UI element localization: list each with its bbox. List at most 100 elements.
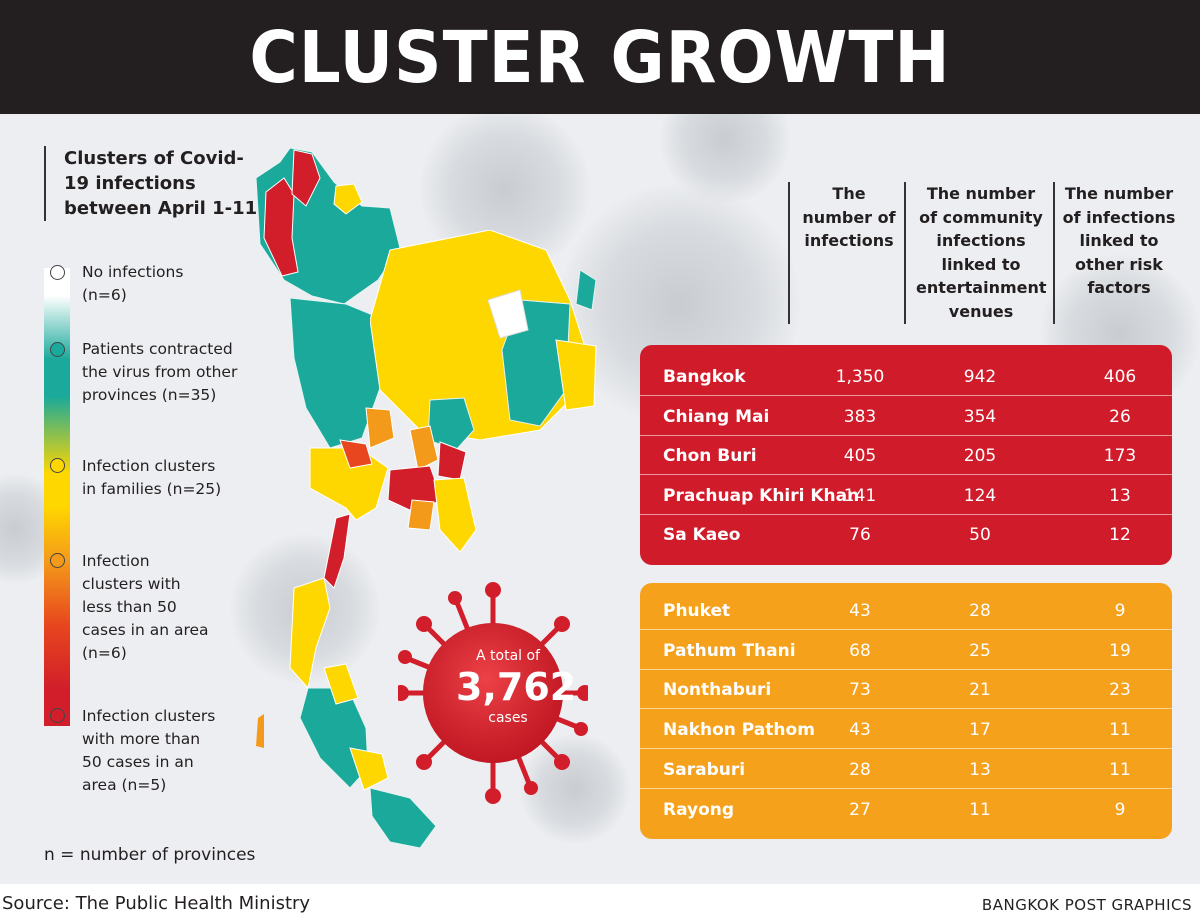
table-cell-value: 1,350	[835, 367, 885, 387]
table-cell-value: 124	[963, 485, 997, 506]
legend-color-bar	[44, 268, 70, 726]
table-row: Prachuap Khiri Khan 141 124 13	[640, 476, 1172, 515]
province-name: Nakhon Pathom	[663, 720, 815, 741]
table-row: Bangkok 1,350 942 406	[640, 357, 1172, 396]
legend-dot-less-50	[50, 553, 65, 568]
table-cell-value: 26	[1109, 406, 1131, 427]
province-name: Prachuap Khiri Khan	[663, 485, 860, 506]
total-prefix: A total of	[476, 648, 540, 664]
legend-label: Infection clusters with more than 50 cas…	[82, 707, 216, 794]
legend-dot-other-provinces	[50, 342, 65, 357]
table-cell-value: 21	[969, 680, 991, 701]
table-cell-value: 43	[849, 601, 871, 621]
legend-label: No infections (n=6)	[82, 263, 184, 304]
table-cell-value: 141	[843, 485, 877, 506]
table-cell-value: 25	[969, 640, 991, 661]
province-name: Rayong	[663, 799, 735, 820]
map-province-yellow	[349, 747, 389, 791]
province-name: Chiang Mai	[663, 406, 770, 427]
table-cell-value: 13	[969, 759, 991, 780]
table-group-red: Bangkok 1,350 942 406 Chiang Mai 383 354 26 Chon…	[640, 345, 1172, 565]
province-name: Pathum Thani	[663, 640, 796, 661]
graphics-credit: BANGKOK POST GRAPHICS	[981, 896, 1192, 914]
legend-dot-families	[50, 458, 65, 473]
table-cell-value: 68	[849, 640, 871, 661]
column-header: The number of community infections linke…	[916, 184, 1047, 321]
thailand-map	[255, 148, 437, 848]
table-cell-value: 11	[1109, 720, 1131, 741]
column-header: The number of infections	[802, 184, 896, 250]
legend-label: Infection clusters with less than 50 cas…	[82, 552, 209, 662]
province-name: Sa Kaeo	[663, 525, 741, 545]
table-row: Sa Kaeo 76 50 12	[640, 515, 1172, 553]
thailand-map-east	[370, 230, 597, 553]
map-province-red	[263, 177, 299, 277]
legend-dot-no-infections	[50, 265, 65, 280]
province-name: Saraburi	[663, 759, 746, 780]
map-province-yellow	[289, 577, 331, 690]
table-cell-value: 19	[1109, 640, 1131, 661]
column-separator	[1053, 182, 1055, 324]
province-name: Phuket	[663, 601, 731, 621]
table-row: Nakhon Pathom 43 17 11	[640, 710, 1172, 750]
map-region-south	[299, 687, 369, 789]
column-separator	[788, 182, 790, 324]
map-province-white	[487, 289, 529, 339]
source-note: Source: The Public Health Ministry	[2, 893, 311, 914]
table-cell-value: 43	[849, 720, 871, 741]
table-cell-value: 50	[969, 525, 991, 545]
map-region-west	[289, 297, 381, 449]
map-province-orange	[409, 425, 439, 471]
table-cell-value: 12	[1109, 525, 1131, 545]
map-province-orange	[339, 439, 373, 469]
page-title: CLUSTER GROWTH	[249, 15, 951, 99]
map-province-red	[323, 513, 351, 589]
map-province-red	[291, 149, 321, 207]
table-cell-value: 354	[963, 406, 997, 427]
legend-label: Patients contracted the virus from other…	[82, 340, 238, 404]
virus-total-graphic	[398, 582, 588, 804]
map-subtitle: Clusters of Covid-19 infections between …	[44, 146, 264, 221]
table-cell-value: 23	[1109, 680, 1131, 701]
province-name: Nonthaburi	[663, 680, 772, 701]
map-province-yellow	[333, 183, 363, 215]
table-cell-value: 27	[849, 799, 871, 820]
table-group-orange: Phuket 43 28 9 Pathum Thani 68 25 19 Nonthaburi 7…	[640, 583, 1172, 839]
province-name: Chon Buri	[663, 446, 757, 466]
table-row: Pathum Thani 68 25 19	[640, 631, 1172, 670]
table-row: Chiang Mai 383 354 26	[640, 397, 1172, 436]
column-separator	[904, 182, 906, 324]
legend-label: Infection clusters in families (n=25)	[82, 457, 222, 498]
map-province-orange	[365, 407, 395, 449]
legend-note: n = number of provinces	[44, 845, 256, 865]
table-cell-value: 383	[843, 406, 877, 427]
table-cell-value: 13	[1109, 485, 1131, 506]
table-cell-value: 173	[1103, 446, 1137, 466]
table-cell-value: 11	[969, 799, 991, 820]
total-cases: A total of 3,762 cases	[456, 648, 577, 726]
table-cell-value: 17	[969, 720, 991, 741]
province-name: Bangkok	[663, 367, 746, 387]
table-cell-value: 406	[1103, 367, 1137, 387]
table-row: Nonthaburi 73 21 23	[640, 670, 1172, 710]
table-cell-value: 73	[849, 680, 871, 701]
map-province-phuket	[256, 714, 264, 748]
total-value: 3,762	[456, 665, 577, 709]
table-cell-value: 205	[963, 446, 997, 466]
map-province-teal	[575, 269, 597, 311]
footer	[0, 884, 1200, 918]
table-cell-value: 9	[1114, 799, 1126, 820]
table-row: Phuket 43 28 9	[640, 591, 1172, 630]
table-cell-value: 942	[963, 367, 997, 387]
table-row: Saraburi 28 13 11	[640, 750, 1172, 789]
table-cell-value: 405	[843, 446, 877, 466]
table-cell-value: 76	[849, 525, 871, 545]
map-province-rayong	[407, 499, 435, 531]
table-cell-value: 9	[1114, 601, 1126, 621]
total-suffix: cases	[488, 710, 528, 726]
map-province-red	[437, 441, 467, 481]
map-province-yellow	[555, 339, 597, 411]
legend-dot-more-50	[50, 708, 65, 723]
table-cell-value: 28	[849, 759, 871, 780]
table-cell-value: 28	[969, 601, 991, 621]
